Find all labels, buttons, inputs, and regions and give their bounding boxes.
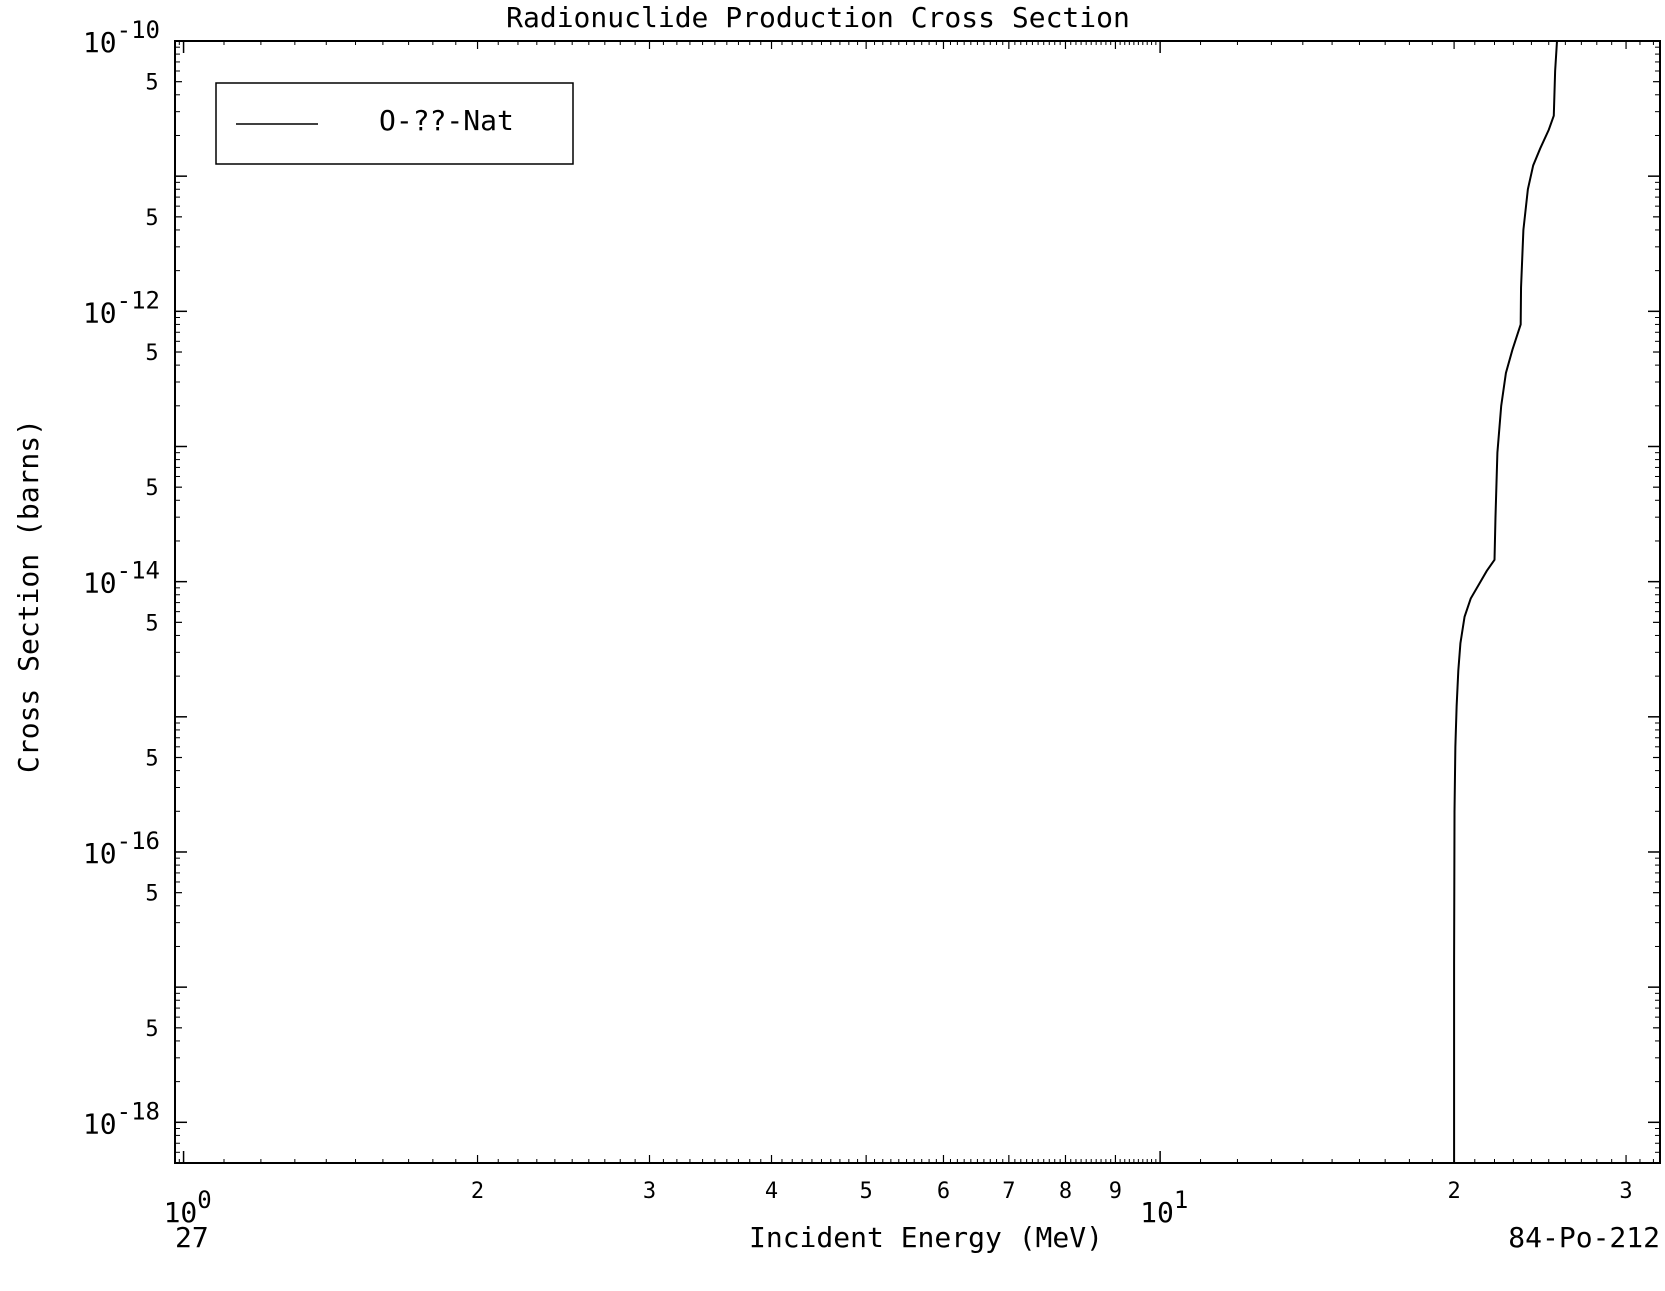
y-minor-tick-label: 5: [145, 747, 158, 772]
y-minor-tick-label: 5: [145, 882, 158, 907]
y-minor-tick-label: 5: [145, 476, 158, 501]
x-minor-tick-label: 5: [860, 1179, 873, 1204]
y-tick-label: 10-16: [83, 827, 160, 870]
y-tick-label: 10-14: [83, 557, 160, 600]
x-tick-label: 100: [164, 1186, 212, 1229]
x-minor-tick-label: 3: [1619, 1179, 1632, 1204]
x-minor-tick-label: 4: [765, 1179, 778, 1204]
y-tick-label-exponent: -14: [117, 557, 160, 585]
y-tick-label-mantissa: 10: [83, 296, 117, 329]
plot-area: [1453, 41, 1559, 1163]
y-minor-tick-label: 5: [145, 206, 158, 231]
y-axis-label: Cross Section (barns): [12, 419, 45, 773]
x-tick-label-mantissa: 10: [164, 1196, 198, 1229]
y-minor-tick-label: 5: [145, 1017, 158, 1042]
y-tick-label: 10-18: [83, 1097, 160, 1140]
y-tick-label: 10-10: [83, 16, 160, 59]
plot-frame: [174, 40, 1661, 1164]
x-axis-label: Incident Energy (MeV): [749, 1221, 1103, 1254]
x-minor-tick-label: 8: [1059, 1179, 1072, 1204]
y-minor-tick-label: 5: [145, 611, 158, 636]
x-minor-tick-label: 2: [471, 1179, 484, 1204]
x-tick-label-exponent: 0: [197, 1186, 211, 1214]
footer-right: 84-Po-212: [1508, 1221, 1660, 1254]
x-minor-tick-label: 9: [1109, 1179, 1122, 1204]
x-tick-label-exponent: 1: [1174, 1186, 1188, 1214]
y-tick-label-mantissa: 10: [83, 26, 117, 59]
footer-left: 27: [175, 1221, 209, 1254]
legend: O-??-Nat: [215, 82, 574, 165]
legend-label: O-??-Nat: [379, 104, 514, 137]
x-tick-label: 101: [1140, 1186, 1188, 1229]
x-minor-tick-label: 2: [1447, 1179, 1460, 1204]
x-tick-label-mantissa: 10: [1140, 1196, 1174, 1229]
x-minor-tick-label: 7: [1002, 1179, 1015, 1204]
x-minor-tick-label: 6: [937, 1179, 950, 1204]
y-minor-tick-label: 5: [145, 71, 158, 96]
chart-title: Radionuclide Production Cross Section: [506, 1, 1130, 34]
y-tick-label-exponent: -16: [117, 827, 160, 855]
y-tick-label-mantissa: 10: [83, 1107, 117, 1140]
y-tick-label: 10-12: [83, 286, 160, 329]
y-tick-label-mantissa: 10: [83, 837, 117, 870]
y-tick-label-exponent: -18: [117, 1097, 160, 1125]
y-tick-label-exponent: -10: [117, 16, 160, 44]
y-tick-label-exponent: -12: [117, 286, 160, 314]
y-tick-label-mantissa: 10: [83, 567, 117, 600]
series-line-o-nat: [1453, 41, 1559, 1163]
y-minor-tick-label: 5: [145, 341, 158, 366]
x-minor-tick-label: 3: [643, 1179, 656, 1204]
